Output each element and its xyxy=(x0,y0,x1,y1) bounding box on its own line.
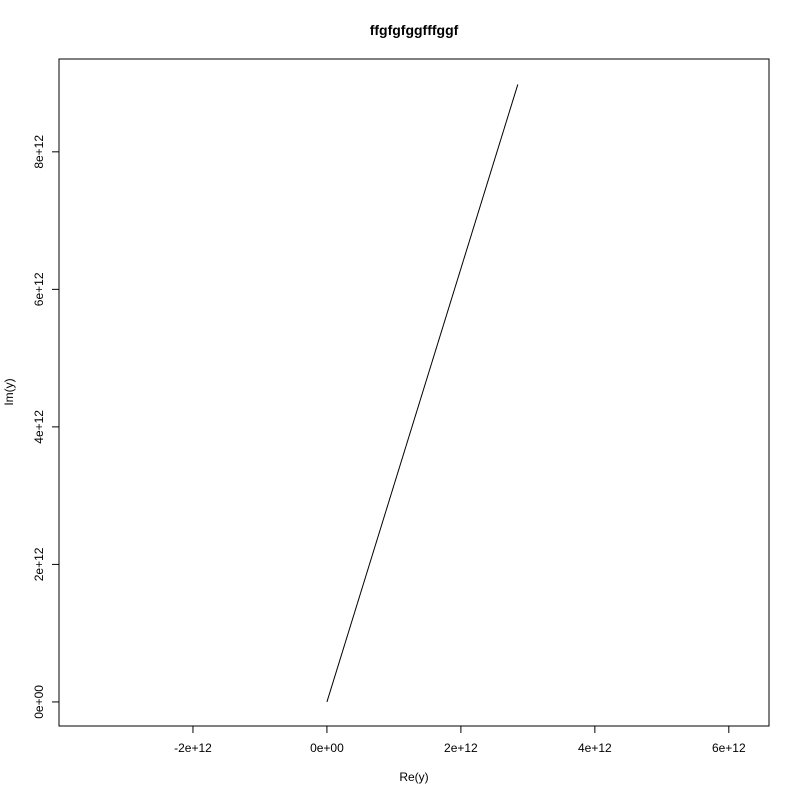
plot-frame xyxy=(58,58,770,727)
y-tick-label: 8e+12 xyxy=(32,135,46,169)
x-tick-label: 6e+12 xyxy=(712,741,746,755)
x-tick-label: 2e+12 xyxy=(444,741,478,755)
x-axis-label: Re(y) xyxy=(399,770,428,784)
y-axis: 0e+00 2e+12 4e+12 6e+12 8e+12 xyxy=(32,135,59,719)
y-tick-label: 4e+12 xyxy=(32,410,46,444)
series-layer xyxy=(326,84,519,703)
x-tick-label: 0e+00 xyxy=(310,741,344,755)
y-tick-label: 6e+12 xyxy=(32,272,46,306)
y-tick-label: 0e+00 xyxy=(32,685,46,719)
y-axis-label: Im(y) xyxy=(2,378,16,405)
chart-title: ffgfgfggfffggf xyxy=(370,22,459,38)
x-axis: -2e+12 0e+00 2e+12 4e+12 6e+12 xyxy=(174,726,746,755)
x-tick-label: 4e+12 xyxy=(578,741,612,755)
series-line xyxy=(326,84,519,703)
y-tick-label: 2e+12 xyxy=(32,547,46,581)
x-tick-label: -2e+12 xyxy=(174,741,212,755)
